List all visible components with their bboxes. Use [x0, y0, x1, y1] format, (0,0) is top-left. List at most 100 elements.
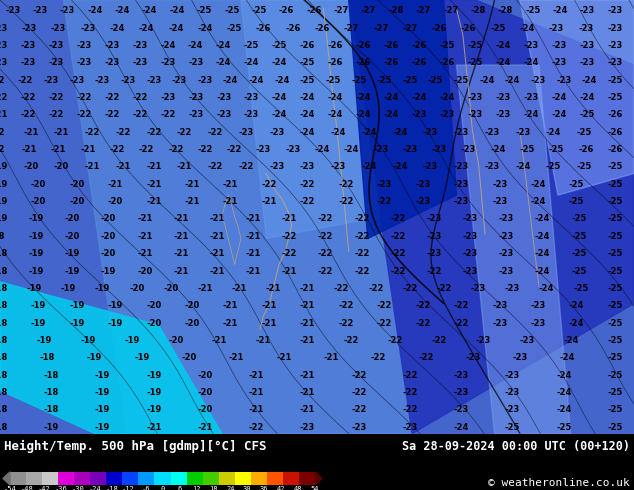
Text: -26: -26: [356, 41, 371, 50]
Text: -30: -30: [72, 486, 84, 490]
Polygon shape: [241, 0, 380, 239]
Text: -23: -23: [76, 41, 91, 50]
Text: -22: -22: [354, 267, 370, 275]
Text: -21: -21: [146, 163, 162, 172]
Text: -18: -18: [0, 423, 8, 432]
Text: -23: -23: [76, 58, 91, 68]
Text: -23: -23: [300, 163, 315, 172]
Text: -25: -25: [325, 76, 341, 85]
Text: -22: -22: [76, 110, 91, 120]
Text: -19: -19: [124, 336, 139, 345]
Text: -18: -18: [44, 370, 59, 380]
Text: -24: -24: [392, 163, 408, 172]
Text: -22: -22: [391, 249, 406, 258]
Text: -24: -24: [300, 128, 315, 137]
Polygon shape: [349, 0, 456, 239]
Text: -22: -22: [453, 301, 469, 310]
Text: -23: -23: [578, 24, 593, 33]
Text: 54: 54: [311, 486, 320, 490]
Bar: [299, 472, 315, 485]
Text: -23: -23: [238, 128, 254, 137]
Text: -18: -18: [0, 405, 8, 415]
Text: -23: -23: [197, 76, 212, 85]
Text: -24: -24: [361, 128, 377, 137]
Text: -23: -23: [496, 93, 511, 102]
Text: -19: -19: [69, 318, 84, 328]
Text: -20: -20: [197, 388, 212, 397]
Bar: [107, 472, 122, 485]
Text: -23: -23: [552, 41, 567, 50]
Text: -24: -24: [314, 145, 330, 154]
Bar: [283, 472, 299, 485]
Text: -18: -18: [0, 249, 8, 258]
Text: -19: -19: [31, 301, 46, 310]
Text: -22: -22: [0, 93, 8, 102]
Text: 30: 30: [243, 486, 252, 490]
Text: -21: -21: [281, 215, 297, 223]
Text: -26: -26: [384, 41, 399, 50]
Text: -22: -22: [226, 145, 242, 154]
Text: -2: -2: [0, 76, 4, 85]
Text: -20: -20: [184, 301, 200, 310]
Text: -24: -24: [439, 93, 455, 102]
Text: -21: -21: [249, 405, 264, 415]
Text: -19: -19: [31, 318, 46, 328]
Text: -23: -23: [519, 336, 534, 345]
Text: -23: -23: [160, 58, 176, 68]
Text: -21: -21: [173, 232, 188, 241]
Text: -24: -24: [453, 423, 469, 432]
Text: -19: -19: [95, 284, 110, 293]
Text: -23: -23: [244, 110, 259, 120]
Text: -25: -25: [607, 249, 623, 258]
Text: -26: -26: [314, 24, 330, 33]
Text: -25: -25: [467, 58, 483, 68]
Text: -22: -22: [377, 301, 392, 310]
Text: -25: -25: [579, 110, 595, 120]
Text: -20: -20: [69, 180, 84, 189]
Bar: [58, 472, 74, 485]
Text: -25: -25: [607, 93, 623, 102]
Text: -23: -23: [216, 93, 231, 102]
Text: -23: -23: [0, 24, 8, 33]
Polygon shape: [3, 472, 10, 485]
Text: -25: -25: [571, 267, 586, 275]
Text: -24: -24: [328, 93, 343, 102]
Text: -24: -24: [274, 76, 290, 85]
Text: -24: -24: [188, 41, 204, 50]
Text: -24: -24: [531, 180, 546, 189]
Text: -21: -21: [249, 388, 264, 397]
Text: -28: -28: [498, 6, 513, 15]
Text: -20: -20: [137, 267, 152, 275]
Text: -21: -21: [0, 110, 8, 120]
Text: -23: -23: [607, 58, 623, 68]
Text: -25: -25: [576, 163, 592, 172]
Text: -24: -24: [139, 24, 154, 33]
Text: -23: -23: [146, 76, 162, 85]
Text: -22: -22: [76, 93, 91, 102]
Text: -26: -26: [578, 145, 593, 154]
Text: -22: -22: [377, 318, 392, 328]
Text: -25: -25: [571, 215, 586, 223]
Text: -26: -26: [328, 41, 343, 50]
Text: -23: -23: [188, 58, 204, 68]
Text: -23: -23: [470, 284, 486, 293]
Text: -24: -24: [539, 284, 554, 293]
Text: -18: -18: [0, 336, 8, 345]
Text: -24: -24: [197, 24, 212, 33]
Bar: [186, 472, 203, 485]
Text: -25: -25: [519, 145, 535, 154]
Text: -23: -23: [524, 41, 539, 50]
Text: -22: -22: [391, 232, 406, 241]
Text: -23: -23: [499, 215, 514, 223]
Text: -21: -21: [256, 336, 271, 345]
Text: -22: -22: [318, 232, 333, 241]
Text: -20: -20: [65, 215, 80, 223]
Text: -25: -25: [607, 353, 623, 362]
Text: -19: -19: [36, 336, 51, 345]
Text: -23: -23: [269, 163, 285, 172]
Text: -25: -25: [607, 284, 623, 293]
Text: -22: -22: [318, 267, 333, 275]
Text: -21: -21: [300, 301, 315, 310]
Text: -23: -23: [48, 41, 63, 50]
Text: -25: -25: [607, 163, 623, 172]
